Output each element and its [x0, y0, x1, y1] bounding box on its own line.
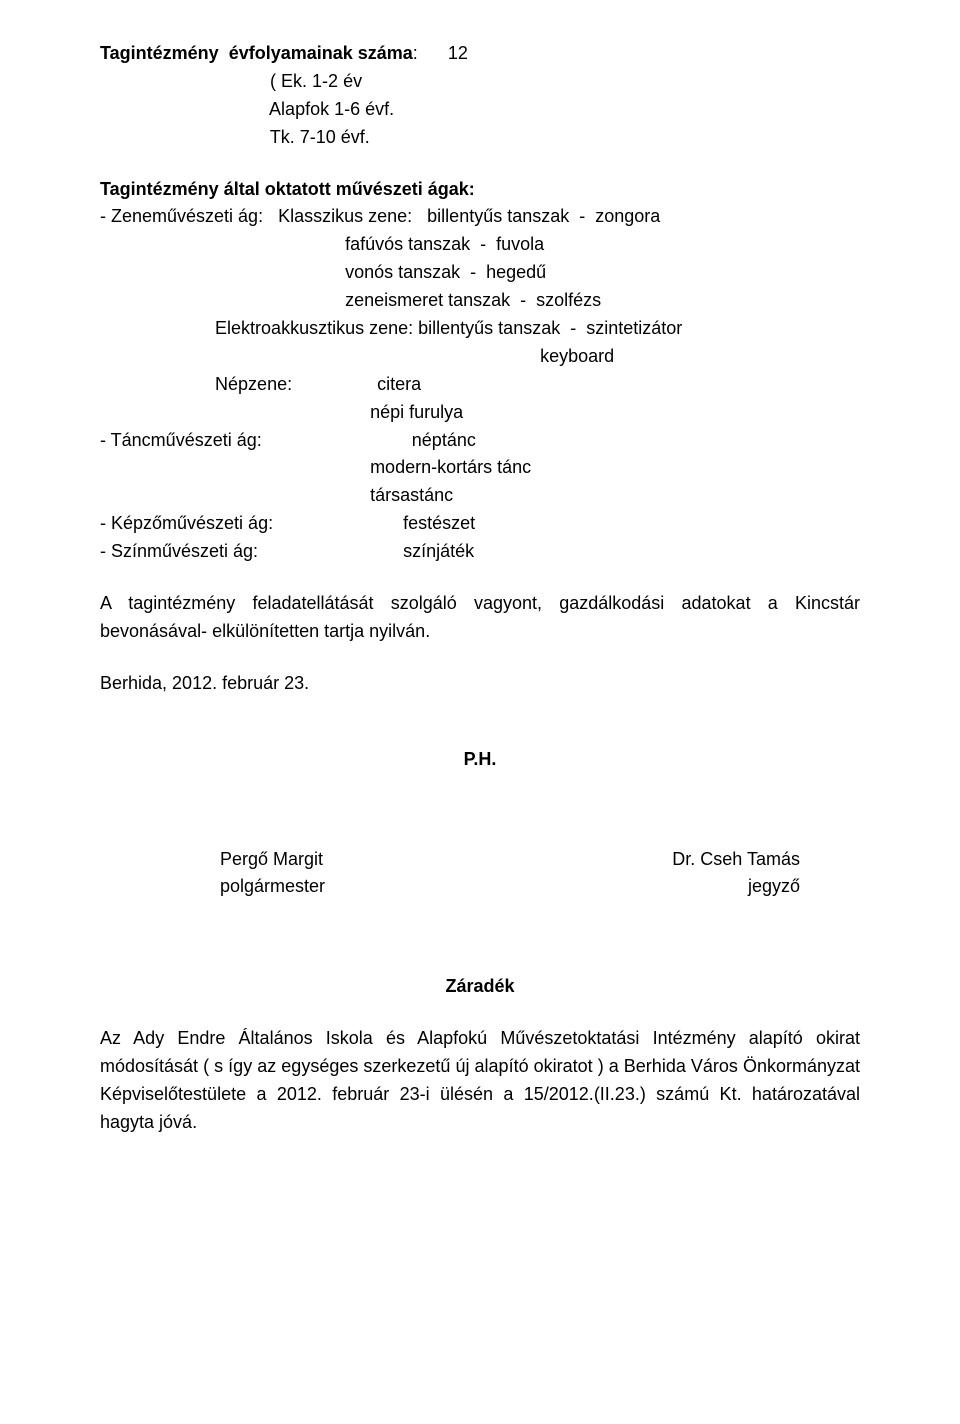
- furulya-row: népi furulya: [100, 399, 860, 427]
- tarsastanc-row: társastánc: [100, 482, 860, 510]
- branch1-label: - Zeneművészeti ág:: [100, 206, 263, 226]
- title-value: 12: [448, 43, 468, 63]
- nepi-furulya: népi furulya: [370, 402, 463, 422]
- signature-right-role: jegyző: [708, 873, 800, 901]
- elektro-row: Elektroakkusztikus zene: billentyűs tans…: [100, 315, 860, 343]
- nepzene-row: Népzene: citera: [100, 371, 860, 399]
- zaradek-heading: Záradék: [100, 973, 860, 1001]
- title-sub2-text: Alapfok 1-6 évf.: [269, 99, 394, 119]
- vonos: vonós tanszak - hegedű: [345, 262, 546, 282]
- title-sub3-text: Tk. 7-10 évf.: [270, 127, 370, 147]
- date-line: Berhida, 2012. február 23.: [100, 670, 860, 698]
- szinjatek: színjáték: [403, 541, 474, 561]
- paragraph-kincstar: A tagintézmény feladatellátását szolgáló…: [100, 590, 860, 646]
- title-sub1-text: ( Ek. 1-2 év: [270, 71, 362, 91]
- title-sub3: Tk. 7-10 évf.: [100, 124, 860, 152]
- branch3-row: - Képzőművészeti ág: festészet: [100, 510, 860, 538]
- title-sub2: Alapfok 1-6 évf.: [100, 96, 860, 124]
- keyboard-row: keyboard: [100, 343, 860, 371]
- zeneismeret-row: zeneismeret tanszak - szolfézs: [100, 287, 860, 315]
- modern: modern-kortárs tánc: [370, 457, 531, 477]
- zaradek-body: Az Ady Endre Általános Iskola és Alapfok…: [100, 1025, 860, 1137]
- elektro-label: Elektroakkusztikus zene:: [215, 318, 413, 338]
- festeszet: festészet: [403, 513, 475, 533]
- title-sub1: ( Ek. 1-2 év: [100, 68, 860, 96]
- signature-left-role: polgármester: [220, 873, 325, 901]
- signature-row-roles: polgármester jegyző: [100, 873, 860, 901]
- zeneismeret: zeneismeret tanszak - szolfézs: [345, 290, 601, 310]
- fafuvos-row: fafúvós tanszak - fuvola: [100, 231, 860, 259]
- section2-heading: Tagintézmény által oktatott művészeti ág…: [100, 176, 860, 204]
- vonos-row: vonós tanszak - hegedű: [100, 259, 860, 287]
- title-line: Tagintézmény évfolyamainak száma: 12: [100, 40, 860, 68]
- modern-row: modern-kortárs tánc: [100, 454, 860, 482]
- title-colon: :: [413, 43, 418, 63]
- branch2-row: - Táncművészeti ág: néptánc: [100, 427, 860, 455]
- billentyus: billentyűs tanszak - zongora: [427, 206, 660, 226]
- neptanc: néptánc: [412, 430, 476, 450]
- branch4-label: - Színművészeti ág:: [100, 541, 258, 561]
- branch1-row: - Zeneművészeti ág: Klasszikus zene: bil…: [100, 203, 860, 231]
- title-label: Tagintézmény évfolyamainak száma: [100, 43, 413, 63]
- signature-left-name: Pergő Margit: [220, 846, 323, 874]
- ph-mark: P.H.: [100, 746, 860, 774]
- keyboard: keyboard: [540, 346, 614, 366]
- signature-right-name: Dr. Cseh Tamás: [672, 846, 800, 874]
- fafuvos: fafúvós tanszak - fuvola: [345, 234, 544, 254]
- branch3-label: - Képzőművészeti ág:: [100, 513, 273, 533]
- elektro-val: billentyűs tanszak - szintetizátor: [418, 318, 682, 338]
- klasszikus-label: Klasszikus zene:: [278, 206, 412, 226]
- nepzene-label: Népzene:: [215, 374, 292, 394]
- signature-row-names: Pergő Margit Dr. Cseh Tamás: [100, 846, 860, 874]
- citera: citera: [377, 374, 421, 394]
- branch4-row: - Színművészeti ág: színjáték: [100, 538, 860, 566]
- branch2-label: - Táncművészeti ág:: [100, 430, 262, 450]
- tarsastanc: társastánc: [370, 485, 453, 505]
